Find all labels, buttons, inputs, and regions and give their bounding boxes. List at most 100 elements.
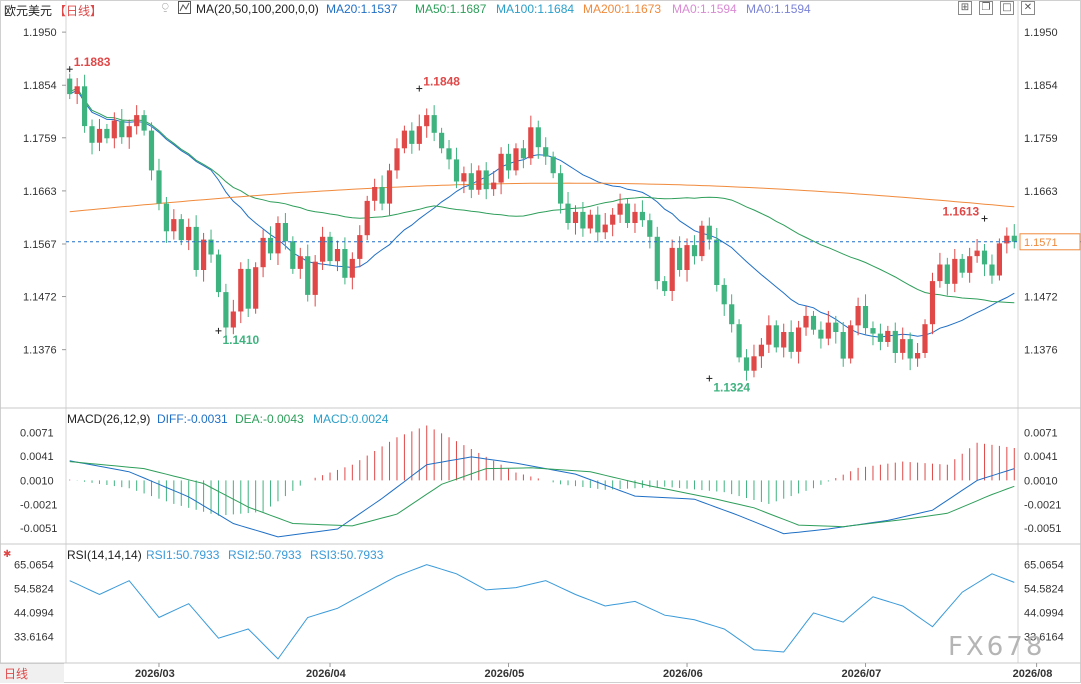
price-tick-left: 1.1472 bbox=[23, 292, 57, 304]
candle-body bbox=[386, 170, 393, 204]
candle-body bbox=[565, 203, 571, 223]
candle-body bbox=[587, 214, 593, 229]
rsi-tick-right: 33.6164 bbox=[1024, 632, 1064, 644]
candle-body bbox=[305, 256, 311, 295]
macd-tick-right: -0.0021 bbox=[1024, 500, 1061, 512]
bell-icon[interactable]: ⍜ bbox=[162, 1, 169, 13]
price-tick-left: 1.1854 bbox=[23, 80, 57, 92]
rsi-tick-right: 54.5824 bbox=[1024, 584, 1064, 596]
candle-body bbox=[119, 120, 125, 138]
rsi-tick-right: 44.0994 bbox=[1024, 608, 1064, 620]
macd-tick-left: -0.0051 bbox=[20, 523, 57, 535]
candle-body bbox=[171, 219, 177, 232]
candle-body bbox=[996, 243, 1002, 276]
candle-body bbox=[952, 258, 958, 284]
candle-body bbox=[699, 225, 705, 257]
indicator-settings-icon[interactable] bbox=[178, 1, 191, 17]
candle-body bbox=[327, 236, 333, 262]
price-tick-left: 1.1950 bbox=[23, 27, 57, 39]
candle-body bbox=[677, 247, 683, 270]
candle-body bbox=[111, 120, 117, 139]
candle-body bbox=[372, 187, 378, 201]
candle-body bbox=[848, 325, 854, 359]
candle-body bbox=[572, 211, 579, 223]
candle-body bbox=[89, 126, 95, 143]
candle-body bbox=[639, 211, 645, 221]
candle-body bbox=[491, 182, 497, 190]
period-label[interactable]: 【日线】 bbox=[54, 4, 103, 18]
candle-body bbox=[1011, 235, 1017, 242]
candle-body bbox=[907, 339, 913, 359]
candle-body bbox=[840, 332, 846, 359]
close-icon[interactable]: ✕ bbox=[1021, 1, 1035, 15]
candle-body bbox=[505, 153, 512, 171]
period-tab[interactable]: 日线 bbox=[0, 663, 64, 683]
candle-body bbox=[82, 86, 88, 127]
ma-header-label: MA(20,50,100,200,0,0) bbox=[196, 2, 319, 16]
candle-body bbox=[215, 254, 222, 293]
ma100-value: MA100:1.1684 bbox=[496, 2, 575, 16]
annotation-label: 1.1410 bbox=[222, 333, 259, 347]
candle-body bbox=[364, 200, 370, 236]
candle-body bbox=[96, 128, 103, 143]
macd-tick-right: -0.0051 bbox=[1024, 523, 1061, 535]
candle-body bbox=[788, 332, 794, 352]
price-tick-right: 1.1376 bbox=[1024, 345, 1058, 357]
candle-body bbox=[238, 268, 244, 312]
rsi2-value: RSI2:50.7933 bbox=[228, 548, 302, 562]
candle-body bbox=[156, 170, 162, 204]
candle-body bbox=[862, 306, 869, 329]
candle-body bbox=[461, 173, 467, 182]
candle-body bbox=[223, 292, 229, 328]
candle-body bbox=[498, 153, 504, 183]
rsi3-value: RSI3:50.7933 bbox=[310, 548, 384, 562]
candle-body bbox=[334, 249, 341, 262]
macd-header-label: MACD(26,12,9) bbox=[67, 412, 151, 426]
candle-body bbox=[900, 339, 906, 353]
candle-body bbox=[796, 327, 802, 352]
candle-body bbox=[833, 322, 839, 332]
candle-body bbox=[714, 239, 720, 285]
candle-body bbox=[944, 264, 950, 284]
macd-dea-value: DEA:-0.0043 bbox=[235, 412, 304, 426]
settings-gear-icon[interactable]: ✱ bbox=[3, 549, 12, 560]
window-icon[interactable]: ❐ bbox=[979, 1, 993, 15]
candle-body bbox=[595, 214, 601, 233]
candle-body bbox=[178, 219, 184, 241]
maximize-icon[interactable]: □ bbox=[1000, 1, 1014, 15]
grid-icon[interactable]: ⊞ bbox=[958, 1, 972, 15]
candle-body bbox=[453, 159, 460, 182]
candle-body bbox=[193, 226, 199, 270]
candle-body bbox=[74, 86, 80, 94]
candle-body bbox=[654, 236, 660, 282]
ma0-value-b: MA0:1.1594 bbox=[746, 2, 811, 16]
time-tick-label: 2026/07 bbox=[842, 668, 882, 680]
candle-body bbox=[208, 239, 214, 255]
current-price-label: 1.1571 bbox=[1024, 237, 1058, 249]
price-tick-left: 1.1567 bbox=[23, 239, 57, 251]
candle-body bbox=[401, 130, 407, 149]
candle-body bbox=[282, 223, 288, 242]
candle-body bbox=[810, 315, 817, 330]
current-price-tag bbox=[1019, 233, 1081, 251]
macd-hist-value: MACD:0.0024 bbox=[313, 412, 389, 426]
annotation-label: 1.1613 bbox=[943, 205, 980, 219]
candle-body bbox=[163, 203, 169, 232]
candle-body bbox=[416, 126, 422, 144]
rsi-tick-left: 33.6164 bbox=[14, 632, 54, 644]
candle-body bbox=[647, 220, 653, 237]
candle-body bbox=[773, 325, 779, 348]
price-tick-right: 1.1472 bbox=[1024, 292, 1058, 304]
price-tick-left: 1.1376 bbox=[23, 345, 57, 357]
candle-body bbox=[981, 250, 988, 265]
candle-body bbox=[706, 225, 712, 240]
candle-body bbox=[662, 281, 668, 292]
candle-body bbox=[632, 211, 638, 223]
price-tick-right: 1.1950 bbox=[1024, 27, 1058, 39]
candle-body bbox=[736, 324, 742, 358]
candle-body bbox=[535, 127, 541, 148]
macd-diff-value: DIFF:-0.0031 bbox=[157, 412, 228, 426]
candle-body bbox=[394, 148, 400, 171]
